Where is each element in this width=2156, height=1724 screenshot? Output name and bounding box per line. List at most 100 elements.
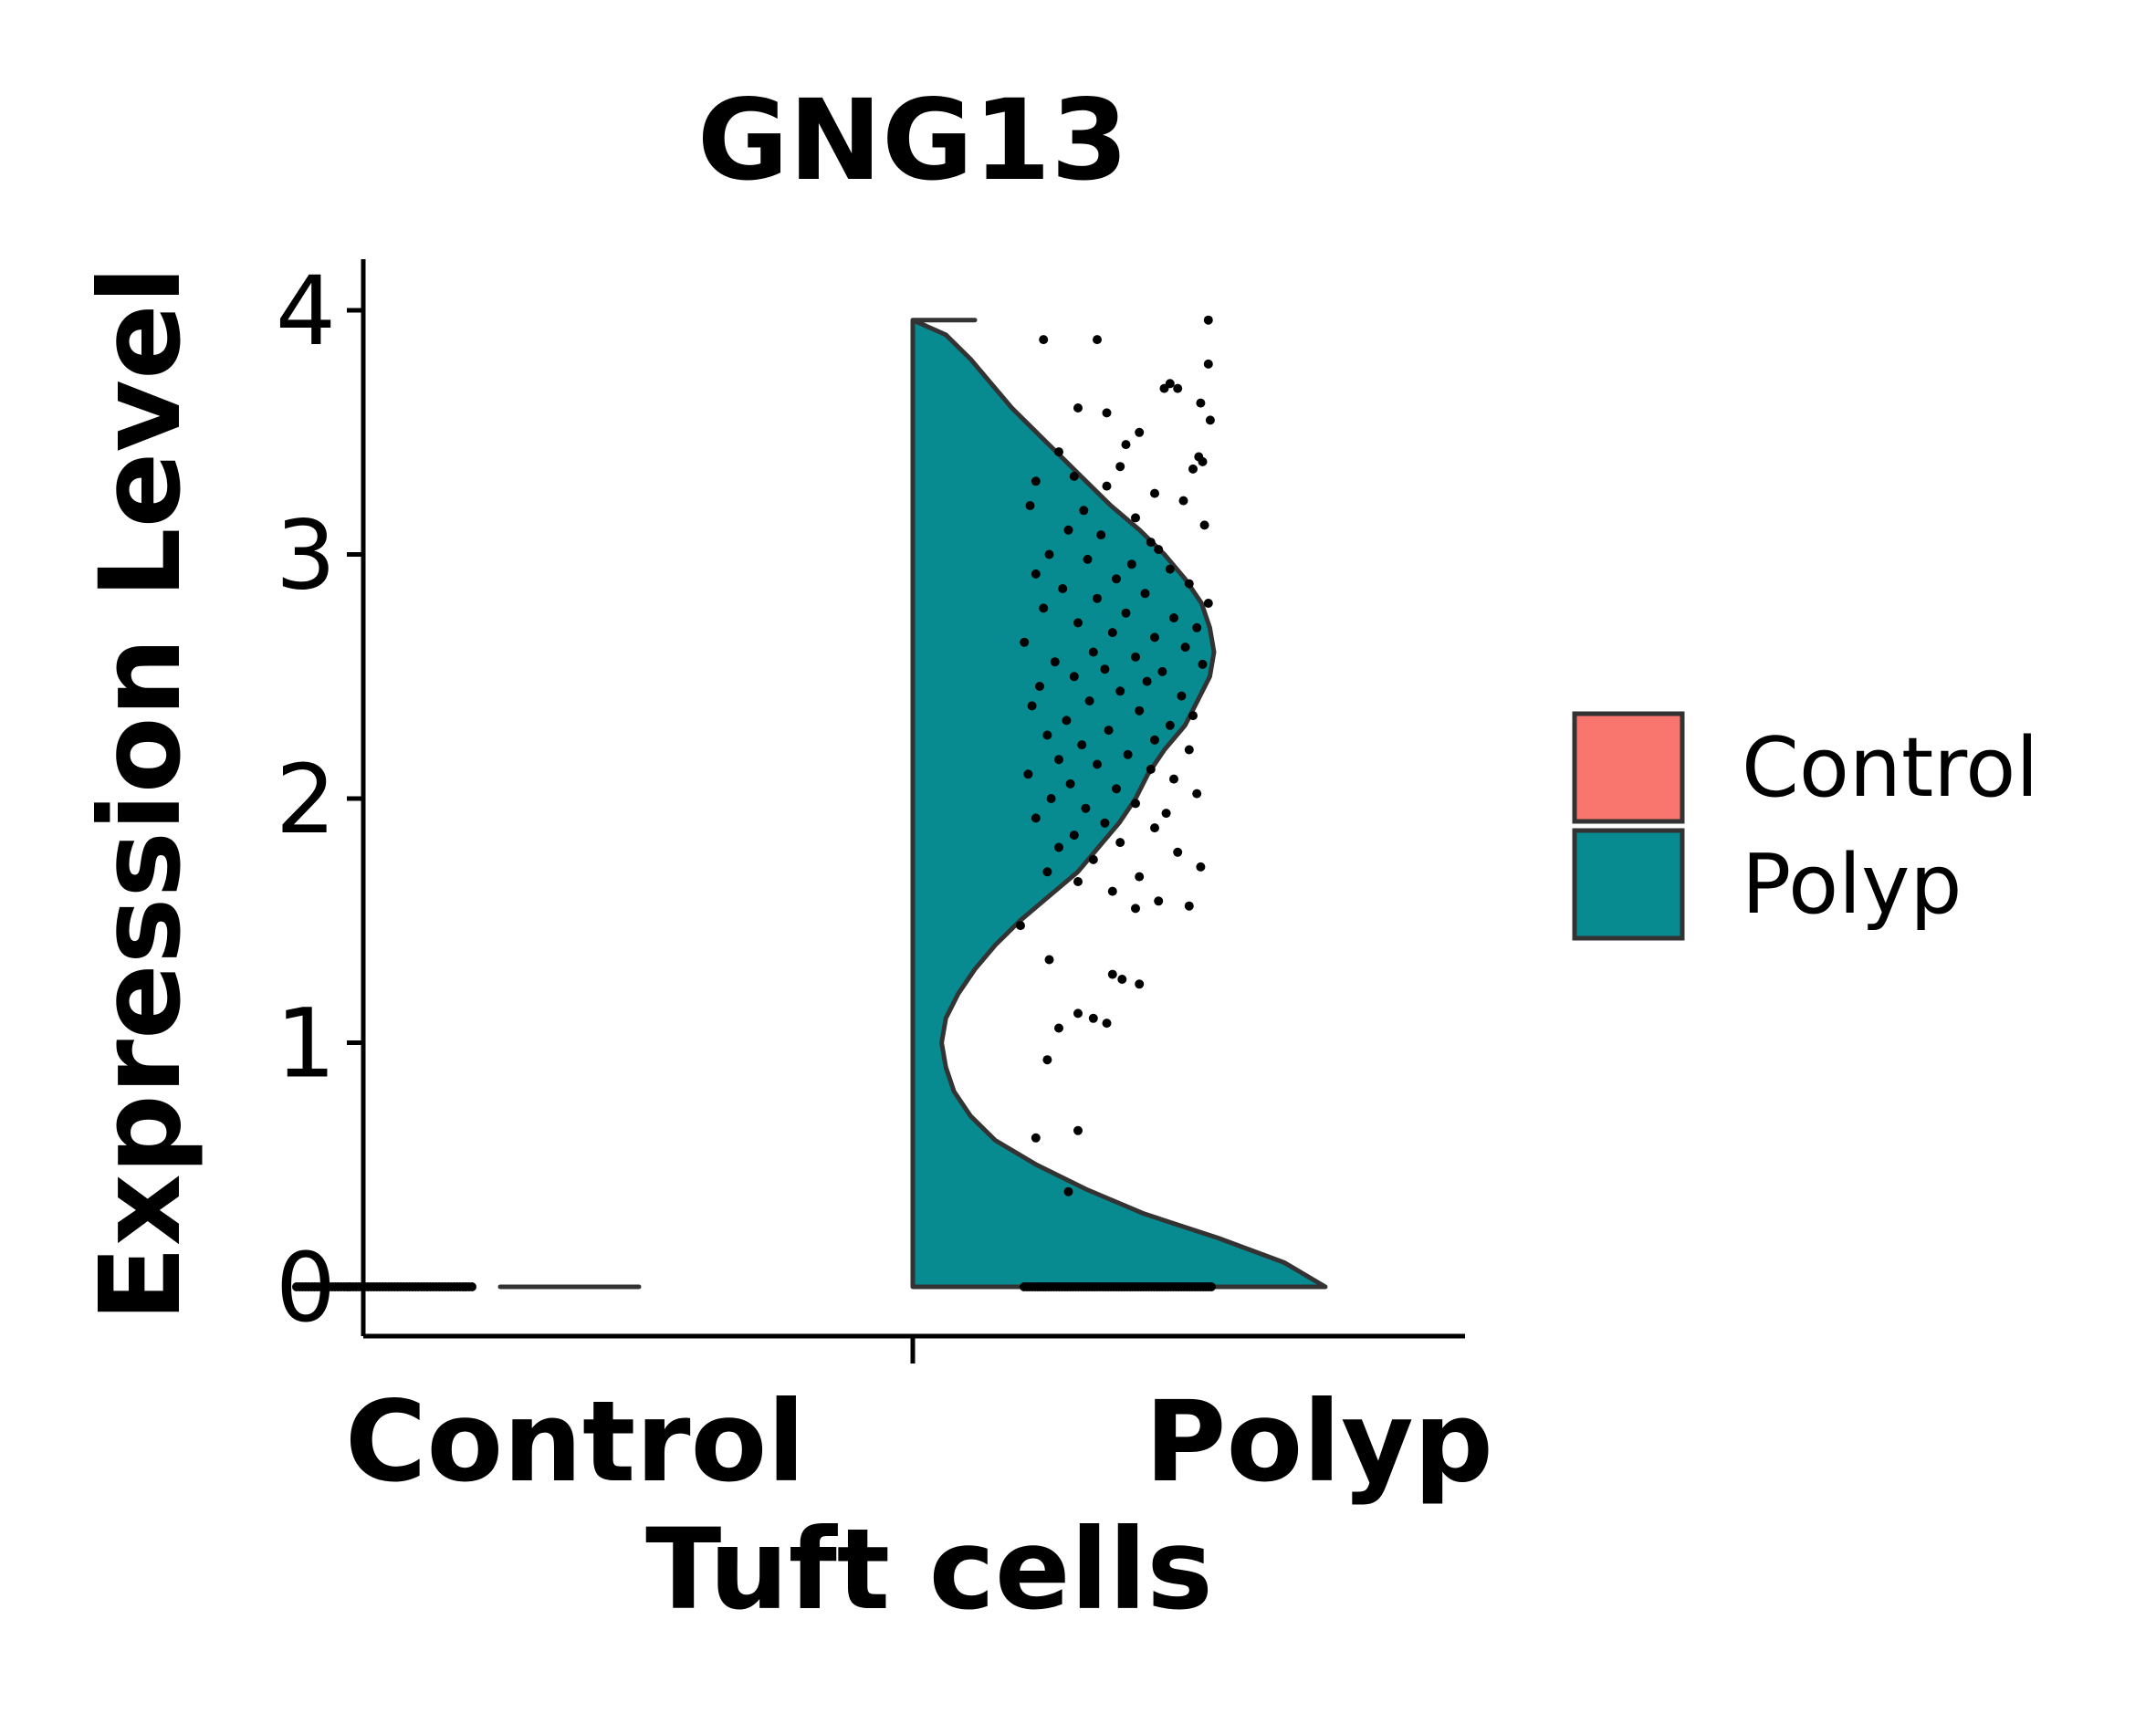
data-point [1157, 666, 1167, 676]
data-point [1084, 696, 1094, 705]
zero-point-polyp [1207, 1282, 1216, 1291]
data-point [1073, 1125, 1083, 1135]
data-point [1077, 740, 1087, 750]
y-tick-label: 3 [276, 500, 336, 611]
data-point [1135, 427, 1145, 437]
data-point [1027, 701, 1037, 711]
legend-swatch-polyp [1572, 828, 1685, 941]
data-point [1050, 657, 1060, 667]
data-point [1205, 415, 1215, 425]
data-point [1123, 749, 1133, 759]
data-point [1115, 686, 1125, 696]
data-point [1196, 398, 1206, 408]
data-point [1054, 842, 1063, 852]
zero-point-control [467, 1282, 476, 1291]
data-point [1192, 622, 1202, 632]
data-point [1093, 593, 1102, 603]
chart-title: GNG13 [697, 76, 1128, 205]
data-point [1035, 682, 1044, 691]
data-point [1188, 711, 1198, 721]
data-point [1165, 720, 1175, 730]
data-point [1146, 538, 1156, 548]
data-point [1107, 886, 1117, 896]
data-point [1069, 471, 1079, 481]
data-point [1093, 759, 1102, 769]
data-point [1042, 867, 1052, 877]
data-point [1081, 803, 1091, 813]
data-point [1180, 643, 1190, 653]
data-point [1102, 1019, 1112, 1029]
data-point [1083, 554, 1093, 564]
data-point [1115, 838, 1125, 848]
data-point [1173, 383, 1183, 393]
data-point [1169, 613, 1178, 622]
data-point [1150, 735, 1159, 745]
data-point [1161, 809, 1171, 819]
data-point [1073, 877, 1083, 886]
data-point [1117, 975, 1127, 984]
data-point [1062, 716, 1072, 726]
data-point [1196, 862, 1206, 872]
data-point [1100, 818, 1110, 828]
data-point [1073, 1008, 1083, 1019]
data-point [1031, 1133, 1041, 1143]
data-point [1088, 1013, 1098, 1023]
data-point [1073, 403, 1083, 413]
data-point [1063, 1186, 1073, 1196]
data-point [1102, 481, 1112, 491]
data-point [1107, 969, 1117, 979]
data-point [1188, 464, 1198, 474]
y-tick-label: 2 [276, 744, 336, 855]
data-point [1135, 872, 1145, 882]
data-point [1184, 745, 1194, 755]
x-tick-label-polyp: Polyp [1145, 1377, 1493, 1507]
x-axis-title: Tuft cells [645, 1505, 1213, 1635]
data-point [1112, 574, 1121, 584]
data-point [1184, 579, 1194, 589]
legend-label-polyp: Polyp [1742, 837, 1962, 933]
data-point [1093, 335, 1102, 345]
data-point [1020, 637, 1030, 647]
data-point [1150, 823, 1159, 833]
data-point [1146, 764, 1156, 774]
data-point [1042, 1055, 1052, 1065]
data-point [1107, 628, 1117, 638]
y-tick-label: 4 [276, 256, 336, 367]
data-point [1096, 530, 1106, 540]
y-tick-label: 1 [276, 988, 336, 1100]
data-point [1112, 784, 1121, 794]
y-tick-label: 0 [276, 1232, 336, 1343]
data-point [1042, 730, 1052, 740]
data-point [1203, 359, 1213, 369]
data-point [1150, 632, 1159, 643]
data-point [1131, 799, 1140, 809]
legend-swatch-control [1572, 711, 1685, 824]
data-point [1054, 447, 1063, 457]
data-point [1046, 794, 1056, 803]
data-point [1044, 549, 1054, 559]
data-point [1069, 672, 1079, 682]
x-axis: Control Polyp [345, 1333, 1493, 1507]
data-point [1178, 496, 1188, 506]
data-point [1104, 726, 1114, 736]
violin-group-control [292, 1282, 642, 1291]
data-point [1088, 854, 1098, 864]
data-point [1121, 608, 1131, 618]
data-point [1065, 778, 1075, 789]
legend-label-control: Control [1742, 720, 2038, 816]
data-point [1054, 1023, 1063, 1033]
plot-area [292, 315, 1328, 1291]
data-point [1159, 383, 1169, 393]
data-point [1203, 315, 1213, 325]
x-tick-label-control: Control [345, 1377, 805, 1507]
data-point [1184, 901, 1194, 911]
data-point [1131, 513, 1140, 523]
data-point [1069, 831, 1079, 841]
data-point [1165, 564, 1175, 574]
data-point [1023, 769, 1033, 779]
data-point [1126, 559, 1136, 569]
violin-group-polyp [910, 315, 1328, 1291]
y-axis: 0 1 2 3 4 [276, 256, 366, 1343]
data-point [1177, 691, 1187, 701]
